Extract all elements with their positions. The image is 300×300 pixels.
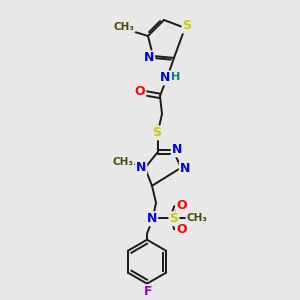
Text: O: O — [135, 85, 145, 98]
Text: N: N — [160, 71, 170, 84]
Text: CH₃: CH₃ — [186, 213, 207, 223]
Text: H: H — [171, 72, 181, 82]
Text: O: O — [177, 223, 187, 236]
Text: O: O — [177, 199, 187, 212]
Text: S: S — [182, 20, 191, 32]
Text: CH₃: CH₃ — [112, 157, 134, 167]
Text: S: S — [152, 126, 161, 139]
Text: N: N — [147, 212, 157, 225]
Text: F: F — [144, 285, 152, 298]
Text: N: N — [144, 51, 154, 64]
Text: CH₃: CH₃ — [113, 22, 134, 32]
Text: S: S — [169, 212, 178, 225]
Text: N: N — [180, 162, 190, 175]
Text: N: N — [172, 143, 182, 156]
Text: N: N — [136, 161, 146, 174]
